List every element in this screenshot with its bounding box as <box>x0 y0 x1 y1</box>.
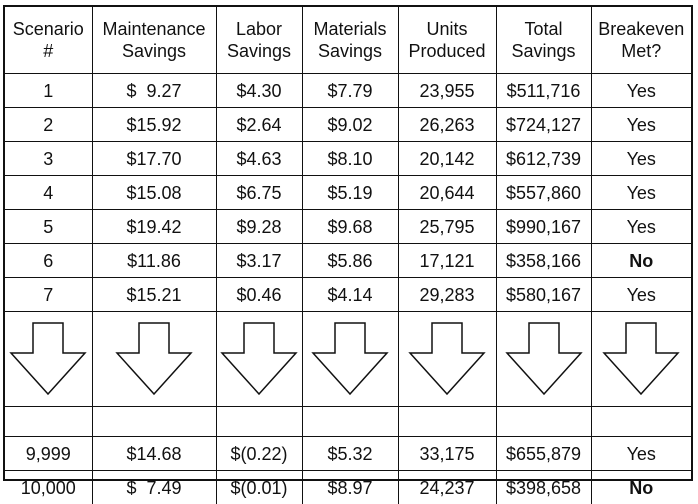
cell-maintenance: $17.70 <box>92 142 216 176</box>
cell-total: $511,716 <box>496 74 591 108</box>
cell-total: $612,739 <box>496 142 591 176</box>
cell-maintenance: $15.21 <box>92 278 216 312</box>
cell-labor: $4.63 <box>216 142 302 176</box>
cell-scenario: 4 <box>5 176 92 210</box>
cell-breakeven: Yes <box>591 142 691 176</box>
cell-units: 20,644 <box>398 176 496 210</box>
cell-units: 23,955 <box>398 74 496 108</box>
arrow-cell <box>216 312 302 407</box>
down-arrow-icon <box>601 321 681 397</box>
down-arrow-icon <box>407 321 487 397</box>
arrow-cell <box>5 312 92 407</box>
arrow-row <box>5 312 691 407</box>
table-row: 1 $ 9.27 $4.30 $7.79 23,955 $511,716 Yes <box>5 74 691 108</box>
cell-total: $655,879 <box>496 437 591 471</box>
arrow-cell <box>398 312 496 407</box>
down-arrow-icon <box>504 321 584 397</box>
cell-labor: $4.30 <box>216 74 302 108</box>
cell-total: $990,167 <box>496 210 591 244</box>
header-scenario: Scenario# <box>5 7 92 74</box>
table-row: 10,000 $ 7.49 $(0.01) $8.97 24,237 $398,… <box>5 471 691 504</box>
cell-breakeven: Yes <box>591 210 691 244</box>
down-arrow-icon <box>114 321 194 397</box>
cell-units: 26,263 <box>398 108 496 142</box>
cell-breakeven: Yes <box>591 437 691 471</box>
cell-breakeven: Yes <box>591 108 691 142</box>
cell-breakeven: No <box>591 471 691 504</box>
cell-materials: $9.02 <box>302 108 398 142</box>
cell-total: $557,860 <box>496 176 591 210</box>
cell-units: 24,237 <box>398 471 496 504</box>
table-row: 2 $15.92 $2.64 $9.02 26,263 $724,127 Yes <box>5 108 691 142</box>
cell-materials: $8.97 <box>302 471 398 504</box>
cell-units: 29,283 <box>398 278 496 312</box>
cell-materials: $5.86 <box>302 244 398 278</box>
cell-labor: $(0.22) <box>216 437 302 471</box>
table-row: 6 $11.86 $3.17 $5.86 17,121 $358,166 No <box>5 244 691 278</box>
cell-labor: $3.17 <box>216 244 302 278</box>
table-row: 3 $17.70 $4.63 $8.10 20,142 $612,739 Yes <box>5 142 691 176</box>
cell-labor: $(0.01) <box>216 471 302 504</box>
cell-materials: $5.32 <box>302 437 398 471</box>
arrow-cell <box>496 312 591 407</box>
cell-maintenance: $ 9.27 <box>92 74 216 108</box>
cell-total: $724,127 <box>496 108 591 142</box>
cell-units: 17,121 <box>398 244 496 278</box>
spacer-row <box>5 407 691 437</box>
cell-labor: $9.28 <box>216 210 302 244</box>
cell-materials: $7.79 <box>302 74 398 108</box>
cell-materials: $5.19 <box>302 176 398 210</box>
cell-maintenance: $ 7.49 <box>92 471 216 504</box>
cell-scenario: 7 <box>5 278 92 312</box>
arrow-cell <box>302 312 398 407</box>
cell-maintenance: $15.08 <box>92 176 216 210</box>
cell-maintenance: $11.86 <box>92 244 216 278</box>
cell-total: $358,166 <box>496 244 591 278</box>
cell-maintenance: $19.42 <box>92 210 216 244</box>
arrow-cell <box>591 312 691 407</box>
cell-breakeven: Yes <box>591 74 691 108</box>
cell-breakeven: Yes <box>591 278 691 312</box>
cell-materials: $9.68 <box>302 210 398 244</box>
cell-scenario: 1 <box>5 74 92 108</box>
cell-labor: $2.64 <box>216 108 302 142</box>
table-row: 9,999 $14.68 $(0.22) $5.32 33,175 $655,8… <box>5 437 691 471</box>
cell-labor: $6.75 <box>216 176 302 210</box>
table-row: 7 $15.21 $0.46 $4.14 29,283 $580,167 Yes <box>5 278 691 312</box>
cell-scenario: 10,000 <box>5 471 92 504</box>
down-arrow-icon <box>219 321 299 397</box>
cell-breakeven: No <box>591 244 691 278</box>
table-row: 5 $19.42 $9.28 $9.68 25,795 $990,167 Yes <box>5 210 691 244</box>
cell-breakeven: Yes <box>591 176 691 210</box>
cell-scenario: 2 <box>5 108 92 142</box>
cell-units: 33,175 <box>398 437 496 471</box>
down-arrow-icon <box>8 321 88 397</box>
cell-materials: $8.10 <box>302 142 398 176</box>
cell-total: $580,167 <box>496 278 591 312</box>
cell-units: 20,142 <box>398 142 496 176</box>
cell-scenario: 5 <box>5 210 92 244</box>
cell-total: $398,658 <box>496 471 591 504</box>
cell-scenario: 9,999 <box>5 437 92 471</box>
down-arrow-icon <box>310 321 390 397</box>
cell-labor: $0.46 <box>216 278 302 312</box>
cell-maintenance: $15.92 <box>92 108 216 142</box>
arrow-cell <box>92 312 216 407</box>
cell-maintenance: $14.68 <box>92 437 216 471</box>
cell-scenario: 3 <box>5 142 92 176</box>
cell-scenario: 6 <box>5 244 92 278</box>
cell-materials: $4.14 <box>302 278 398 312</box>
table-row: 4 $15.08 $6.75 $5.19 20,644 $557,860 Yes <box>5 176 691 210</box>
cell-units: 25,795 <box>398 210 496 244</box>
